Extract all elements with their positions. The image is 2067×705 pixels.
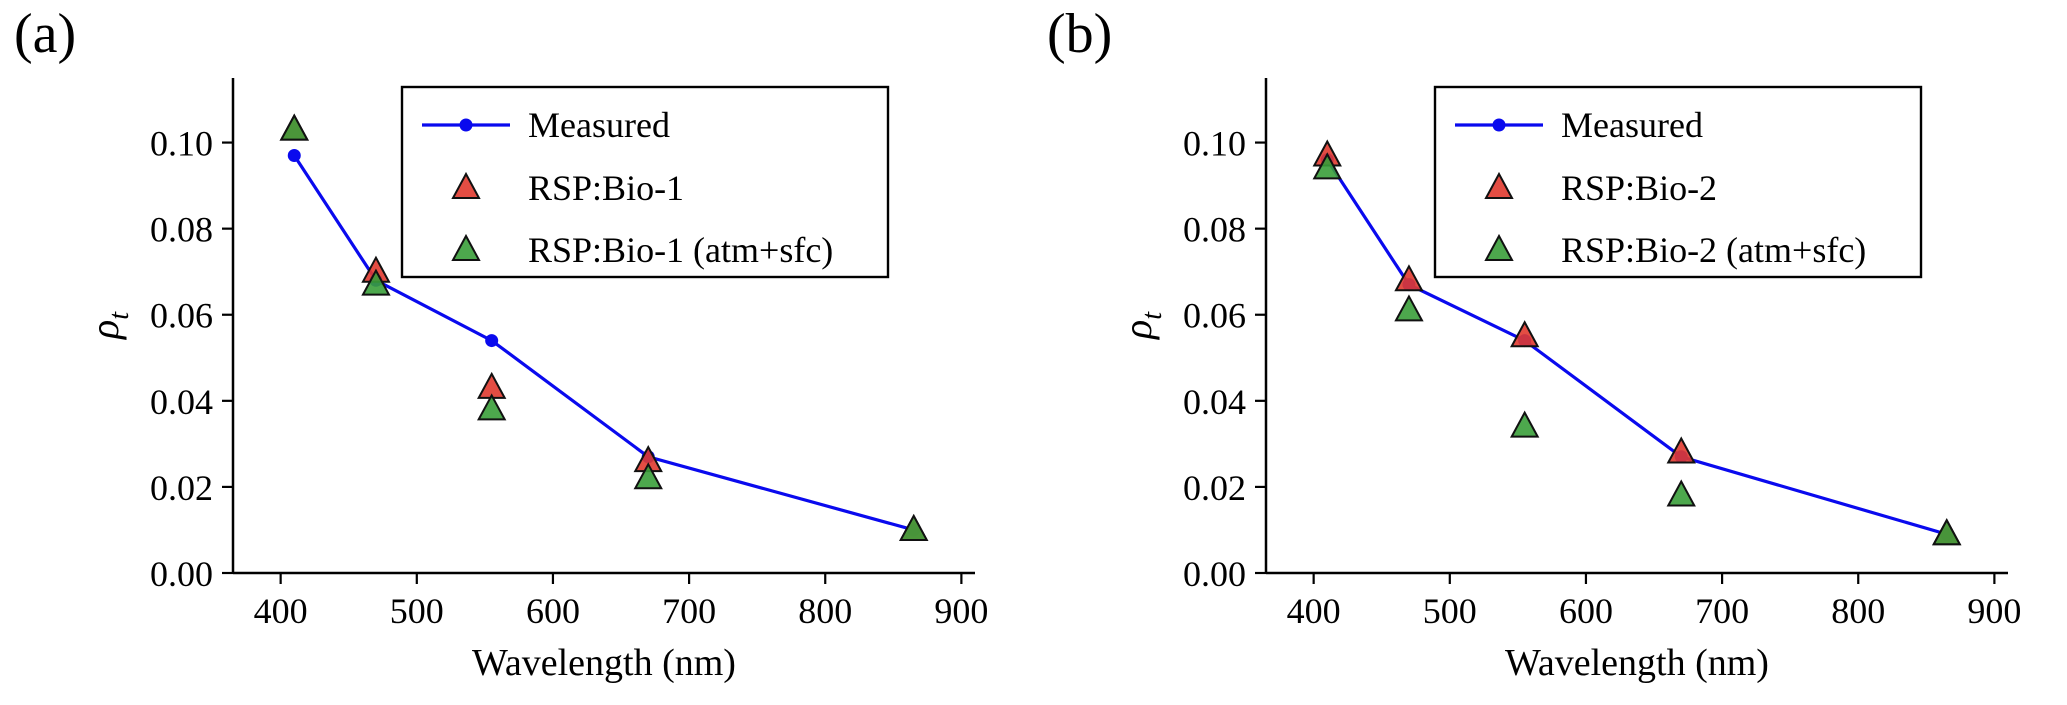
legend-entry-label: RSP:Bio-2 [1561,168,1717,208]
legend-box [1433,85,1923,279]
y-tick-label: 0.06 [150,296,213,336]
x-axis-label: Wavelength (nm) [472,642,736,684]
y-tick-label: 0.04 [1183,382,1246,422]
triangle-point [633,462,663,490]
axes: 400 500 600 700 800 900 0.00 0.02 0.04 0.06 0.08 0.… [1115,78,2021,684]
triangle-point [1509,320,1540,348]
x-tick-label: 500 [1423,591,1477,631]
triangle-point [361,268,391,296]
x-tick-label: 500 [390,591,444,631]
legend-triangle-sample [451,233,481,261]
measured-point [287,148,301,162]
measured-point [485,334,499,348]
y-tick-label: 0.04 [150,382,213,422]
legend-circle-sample [1492,118,1506,132]
triangle-point [1666,479,1696,507]
panel-b-label: (b) [1047,3,1113,65]
legend-entry-label: RSP:Bio-1 (atm+sfc) [528,230,833,270]
triangle-point [1394,264,1424,292]
y-axis-label: ρt [1115,311,1168,341]
y-tick-label: 0.10 [150,124,213,164]
legend-entry-label: RSP:Bio-1 [528,168,684,208]
chart-a: 400 500 600 700 800 900 0.00 0.02 0.04 0.06 0.08 0.… [82,78,988,684]
triangle-point [899,513,929,541]
x-tick-label: 600 [526,591,580,631]
legend-entry-label: RSP:Bio-2 (atm+sfc) [1561,230,1866,270]
triangle-point [1509,410,1540,438]
x-tick-label: 900 [1967,591,2021,631]
panel-a-label: (a) [14,3,77,65]
triangle-point [476,393,507,421]
y-tick-label: 0.06 [1183,296,1246,336]
triangle-point [1932,518,1962,546]
y-tick-label: 0.08 [150,210,213,250]
y-tick-label: 0.00 [1183,554,1246,594]
y-tick-label: 0.00 [150,554,213,594]
legend-box [400,85,890,279]
y-tick-label: 0.10 [1183,124,1246,164]
y-tick-label: 0.08 [1183,210,1246,250]
legend-triangle-sample [1484,233,1514,261]
series-group [1312,139,1962,546]
y-axis-label: ρt [82,311,135,341]
triangle-point [279,113,309,141]
x-tick-label: 800 [1831,591,1885,631]
legend-triangle-sample [1484,171,1514,199]
x-tick-label: 900 [934,591,988,631]
triangle-point [1312,152,1342,180]
x-tick-label: 700 [662,591,716,631]
series-group [279,113,929,541]
legend: Measured RSP:Bio-2 RSP:Bio-2 (atm+sfc) [1433,85,1923,279]
triangle-point [1394,294,1424,322]
legend-circle-sample [459,118,473,132]
triangle-point [1666,436,1696,464]
panel-b: (b) 400 500 600 700 800 900 0.00 0.02 0.04 0.06 0.… [1033,0,2066,705]
legend-entry-label: Measured [528,105,670,145]
axes: 400 500 600 700 800 900 0.00 0.02 0.04 0.06 0.08 0.… [82,78,988,684]
chart-b: 400 500 600 700 800 900 0.00 0.02 0.04 0.06 0.08 0.… [1115,78,2021,684]
panel-a: (a) 400 500 600 700 800 900 0.00 0.02 0.04 0.06 0.… [0,0,1033,705]
y-tick-label: 0.02 [150,468,213,508]
x-tick-label: 400 [254,591,308,631]
x-tick-label: 600 [1559,591,1613,631]
x-tick-label: 700 [1695,591,1749,631]
legend-entry-label: Measured [1561,105,1703,145]
x-tick-label: 400 [1287,591,1341,631]
legend-triangle-sample [451,171,481,199]
x-tick-label: 800 [798,591,852,631]
x-axis-label: Wavelength (nm) [1505,642,1769,684]
y-tick-label: 0.02 [1183,468,1246,508]
legend: Measured RSP:Bio-1 RSP:Bio-1 (atm+sfc) [400,85,890,279]
